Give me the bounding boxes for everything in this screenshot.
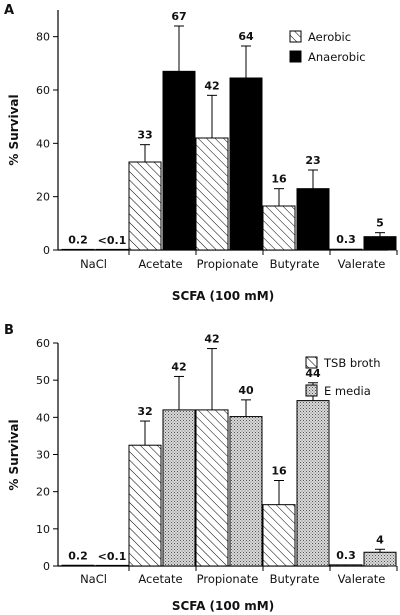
data-label: 32 [137,405,152,418]
y-tick-label: 0 [43,560,50,573]
y-tick-label: 20 [36,486,50,499]
legend-label: Anaerobic [308,50,366,64]
data-label: 16 [271,465,287,478]
y-tick-label: 40 [36,137,50,150]
legend-label: E media [324,384,371,398]
y-tick-label: 30 [36,449,50,462]
data-label: 16 [271,173,287,186]
bar-stipple [95,564,129,567]
data-label: 0.3 [336,233,356,246]
bar-hatch [61,564,95,567]
x-category-label: Butyrate [270,572,320,586]
bar-stipple [296,400,330,567]
y-tick-label: 0 [43,244,50,257]
x-category-label: NaCl [80,257,107,271]
data-label: 0.3 [336,549,356,562]
x-category-label: Valerate [338,572,386,586]
bar-solid [162,70,196,251]
bar-hatch [329,564,363,567]
y-axis-title: % Survival [7,94,21,165]
legend-swatch [305,384,318,397]
panel-letter: B [4,323,14,338]
chart-panel-b: B 0 10 20 30 40 50 60 % Survival SCFA (100 mM) NaC… [4,323,398,613]
data-label: 67 [171,10,186,23]
y-tick-label: 10 [36,523,50,536]
legend-label: Aerobic [308,30,351,44]
data-label: 5 [376,217,384,230]
bar-solid [296,188,330,251]
bar-solid [95,248,129,251]
data-label: 33 [137,129,152,142]
legend-label: TSB broth [323,356,380,370]
x-axis-title: SCFA (100 mM) [172,599,274,613]
data-label: <0.1 [98,550,127,563]
panel-letter: A [4,3,14,18]
data-label: 0.2 [68,549,88,562]
data-label: 23 [305,154,320,167]
bar-hatch [195,137,229,251]
data-label: <0.1 [98,234,127,247]
legend-swatch [289,30,302,43]
bar-solid [229,77,263,251]
x-axis-title: SCFA (100 mM) [172,289,274,303]
data-label: 4 [376,533,384,546]
data-label: 40 [238,384,254,397]
bar-hatch [128,444,162,567]
legend-swatch [305,356,318,369]
data-label: 42 [171,360,186,373]
y-tick-label: 40 [36,411,50,424]
x-category-label: Valerate [338,257,386,271]
y-tick-label: 60 [36,337,50,350]
bar-stipple [162,409,196,567]
data-label: 0.2 [68,233,88,246]
x-category-label: NaCl [80,572,107,586]
bar-hatch [128,161,162,251]
x-category-label: Acetate [138,257,182,271]
chart-panel-a: A 0 20 40 60 80 % Survival SCFA (100 mM) NaCl 0.2… [4,3,398,303]
x-category-label: Acetate [138,572,182,586]
y-tick-label: 20 [36,191,50,204]
bar-hatch [262,205,296,251]
bar-solid [363,236,397,251]
data-label: 64 [238,30,254,43]
bar-hatch [329,248,363,251]
y-tick-label: 50 [36,374,50,387]
bar-hatch [195,409,229,567]
x-category-label: Propionate [197,257,259,271]
y-tick-label: 80 [36,31,50,44]
y-axis-title: % Survival [7,419,21,490]
bar-hatch [262,504,296,567]
x-category-label: Propionate [197,572,259,586]
bar-stipple [363,551,397,567]
data-label: 42 [204,79,219,92]
y-tick-label: 60 [36,84,50,97]
bar-stipple [229,416,263,567]
bar-hatch [61,248,95,251]
legend-swatch [289,50,302,63]
x-category-label: Butyrate [270,257,320,271]
data-label: 44 [305,367,321,380]
data-label: 42 [204,333,219,346]
